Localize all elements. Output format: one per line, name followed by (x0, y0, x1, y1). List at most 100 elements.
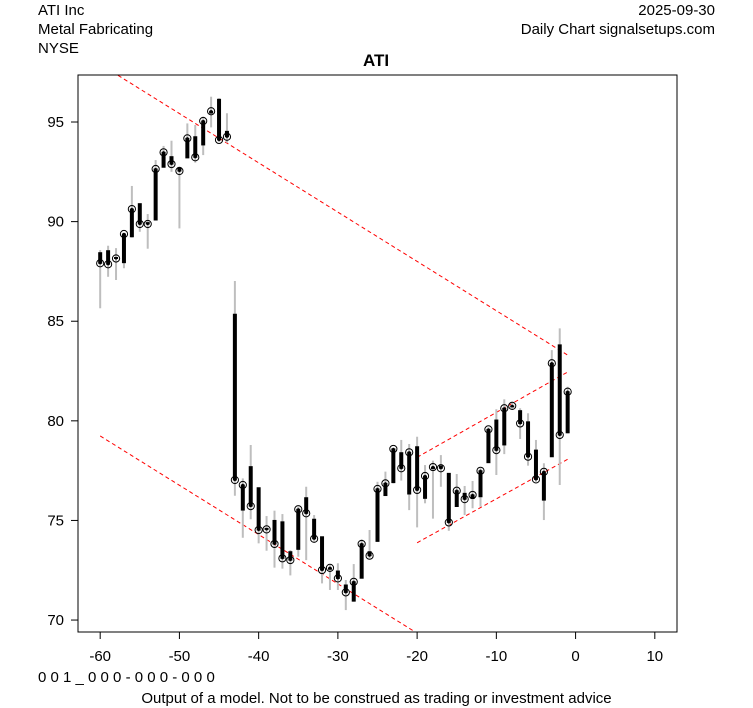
chart-date: 2025-09-30 (638, 2, 715, 19)
close-marker (539, 467, 548, 476)
ohlc-bar (436, 455, 445, 487)
ohlc-bar (246, 444, 255, 520)
model-code: 0 0 1 _ 0 0 0 - 0 0 0 - 0 0 0 (38, 669, 215, 686)
close-dot (526, 455, 530, 458)
ohlc-bar (278, 514, 287, 569)
close-dot (98, 262, 102, 265)
close-marker (436, 464, 445, 473)
close-marker (547, 359, 556, 368)
y-tick-label: 95 (47, 114, 64, 131)
close-dot (471, 493, 474, 497)
close-dot (138, 222, 142, 226)
ohlc-bar (119, 229, 129, 269)
ohlc-bar (500, 399, 509, 455)
ohlc-bar (349, 564, 358, 602)
close-marker (254, 525, 263, 535)
close-marker (531, 475, 541, 484)
ohlc-bar (413, 436, 422, 528)
ohlc-bar (127, 185, 136, 238)
ohlc-bar (397, 439, 406, 481)
close-dot (289, 558, 292, 562)
close-dot (273, 542, 276, 546)
ohlc-bar (104, 245, 113, 277)
close-marker (523, 452, 533, 461)
close-dot (534, 478, 538, 481)
x-tick-label: -10 (486, 648, 508, 665)
ohlc-bar (563, 386, 572, 434)
close-marker (357, 539, 366, 549)
close-dot (336, 577, 340, 580)
close-marker (167, 159, 176, 169)
close-marker (405, 448, 414, 457)
close-marker (286, 555, 295, 565)
ohlc-bar (183, 123, 192, 159)
ohlc-bar (516, 408, 525, 439)
ohlc-bar (199, 116, 208, 156)
close-marker (270, 539, 279, 549)
ohlc-bar (365, 530, 374, 560)
ohlc-bar (333, 563, 342, 590)
close-dot (344, 591, 348, 594)
ohlc-bar (444, 472, 453, 531)
close-marker (119, 229, 129, 239)
close-marker (246, 501, 255, 511)
ohlc-bar (508, 401, 517, 410)
trendline-lower-support (99, 435, 417, 632)
close-dot (415, 488, 419, 492)
close-marker (484, 425, 493, 434)
close-dot (312, 537, 316, 540)
x-tick-label: 10 (646, 648, 663, 665)
close-marker (365, 551, 374, 560)
close-marker (444, 518, 453, 527)
ohlc-bar (167, 140, 176, 172)
ohlc-bar (317, 536, 327, 584)
close-dot (510, 404, 514, 408)
ohlc-bar (302, 486, 311, 561)
industry-label: Metal Fabricating (38, 21, 154, 38)
ohlc-bar (420, 465, 430, 504)
close-marker (96, 259, 105, 268)
close-marker (127, 204, 136, 214)
close-marker (104, 260, 113, 269)
close-dot (241, 483, 245, 487)
company-name: ATI Inc (38, 2, 85, 19)
close-dot (360, 542, 363, 546)
ohlc-bar (428, 460, 438, 519)
close-marker (508, 401, 517, 410)
close-marker (341, 588, 350, 597)
close-dot (455, 489, 458, 492)
x-tick-label: 0 (571, 648, 579, 665)
plot-frame (77, 74, 678, 633)
close-dot (503, 407, 506, 410)
close-dot (281, 557, 284, 560)
close-dot (178, 169, 181, 173)
close-dot (407, 451, 411, 454)
y-tick-label: 90 (47, 214, 64, 231)
y-tick-label: 70 (47, 612, 64, 629)
close-dot (447, 521, 451, 524)
ohlc-bar (460, 485, 469, 516)
close-marker (428, 462, 438, 472)
ohlc-bar (523, 413, 533, 466)
y-tick-label: 85 (47, 313, 64, 330)
close-dot (249, 504, 252, 508)
close-dot (423, 474, 427, 478)
ohlc-bar (389, 444, 398, 484)
close-dot (170, 162, 173, 166)
x-tick-label: -60 (89, 648, 111, 665)
close-dot (439, 467, 443, 470)
ohlc-bar (484, 425, 493, 464)
ohlc-bar (555, 328, 564, 485)
close-marker (310, 534, 319, 543)
close-dot (265, 528, 268, 531)
close-marker (516, 419, 525, 428)
ohlc-bar (96, 250, 105, 309)
close-dot (558, 433, 561, 437)
close-dot (400, 467, 403, 470)
close-marker (563, 387, 572, 396)
x-tick-label: -20 (406, 648, 428, 665)
close-marker (294, 505, 303, 514)
close-dot (201, 119, 205, 123)
close-marker (278, 554, 287, 563)
